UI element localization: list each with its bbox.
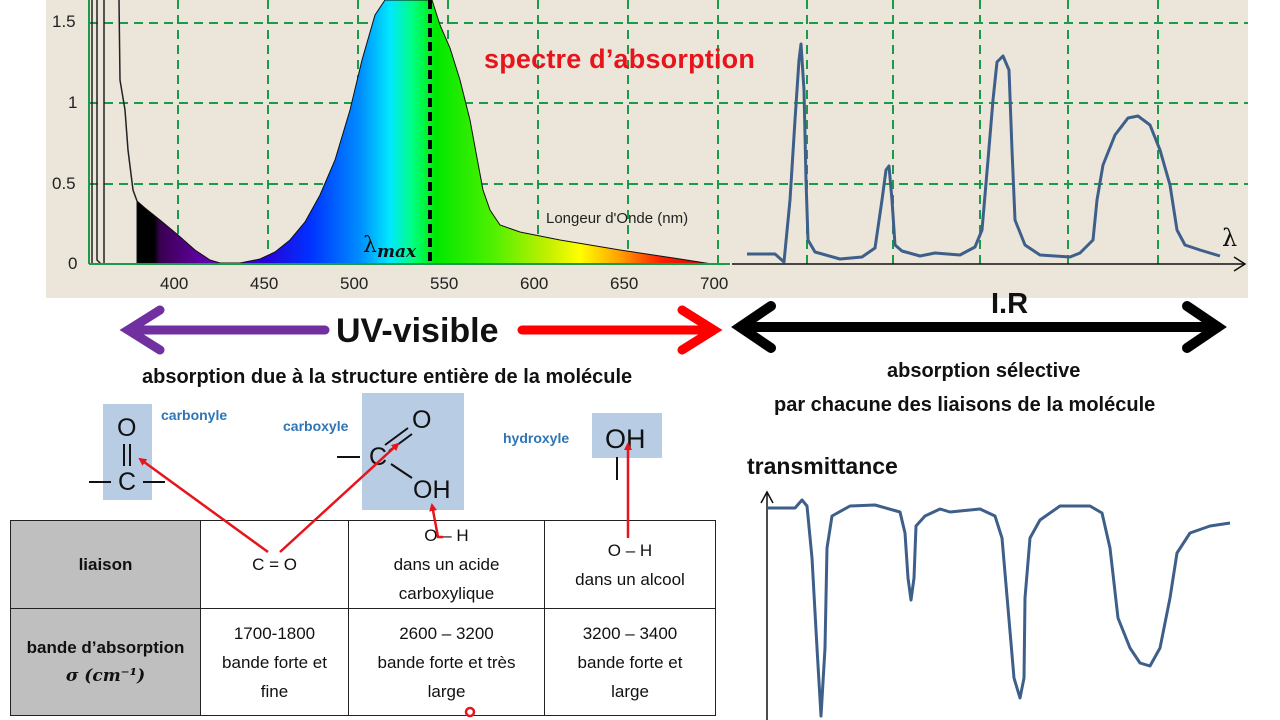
table-cell-band-oh-alcohol: 3200 – 3400 bande forte et large (544, 608, 716, 716)
uv-ir-absorption-chart (88, 0, 1248, 272)
x-tick-500: 500 (340, 274, 369, 293)
lambda-symbol: λ (363, 233, 377, 258)
carboxyle-oxygen: O (412, 406, 432, 434)
cell-text: 2600 – 3200 (399, 623, 494, 643)
cell-text: bande forte et très (377, 652, 516, 672)
row-header-band: bande d’absorption σ (cm⁻¹) (10, 608, 201, 716)
transmittance-y-axis-arrow (760, 490, 774, 504)
range-arrows (119, 301, 1227, 355)
x-axis-label: Longeur d'Onde (nm) (546, 210, 689, 227)
absorption-chart-panel (46, 0, 1248, 298)
uv-visible-label: UV-visible (336, 312, 499, 350)
cell-text: dans un alcool (575, 569, 685, 589)
grid-horizontal (89, 22, 1248, 185)
carboxyle-hydroxyl: OH (413, 476, 451, 504)
carboxyle-label: carboxyle (283, 418, 349, 434)
ir-x-axis-arrow (1233, 256, 1247, 272)
row-header-liaison: liaison (10, 520, 201, 609)
y-tick-0-5: 0.5 (52, 174, 76, 193)
carbonyle-carbon: C (118, 468, 137, 496)
ir-bond-table: liaison C = O O – H dans un acide carbox… (10, 520, 716, 716)
x-tick-550: 550 (430, 274, 459, 293)
visible-spectrum-area (136, 0, 713, 265)
cell-text: C = O (252, 555, 297, 574)
ir-absorption-curve (747, 42, 1221, 264)
row-header-text: bande d’absorption (26, 638, 185, 657)
row-header-text: liaison (78, 555, 133, 574)
table-cell-bond-co: C = O (200, 520, 349, 609)
transmittance-curve (767, 498, 1231, 718)
table-row-band: bande d’absorption σ (cm⁻¹) 1700-1800 ba… (10, 608, 716, 716)
carbonyle-label: carbonyle (161, 407, 228, 423)
cell-text: O – H (424, 526, 469, 545)
table-cell-bond-oh-alcohol: O – H dans un alcool (544, 520, 716, 609)
cell-text: carboxylique (398, 584, 495, 603)
cell-text: bande forte et (577, 652, 683, 672)
hydroxyle-label: hydroxyle (503, 430, 570, 446)
y-tick-1-5: 1.5 (52, 12, 76, 31)
cell-text: large (611, 681, 649, 701)
cell-text: bande forte et (222, 652, 327, 672)
x-tick-450: 450 (250, 274, 279, 293)
y-tick-0: 0 (68, 254, 78, 273)
hydroxyle-formula: OH (605, 424, 646, 454)
ir-lambda-label: λ (1222, 224, 1238, 252)
cell-text: dans un acide (393, 555, 500, 574)
carbonyle-oxygen: O (117, 414, 137, 442)
ir-arrow (731, 301, 1227, 353)
table-row-liaison: liaison C = O O – H dans un acide carbox… (10, 520, 716, 609)
carboxyle-bonds (337, 427, 413, 479)
lambda-max-label: λmax (363, 233, 416, 262)
transmittance-title: transmittance (747, 453, 898, 479)
cell-text: 3200 – 3400 (582, 623, 678, 643)
ir-description-line2: par chacune des liaisons de la molécule (774, 394, 1156, 416)
uv-arrow (119, 305, 330, 355)
x-tick-400: 400 (160, 274, 189, 293)
transmittance-chart (760, 490, 1231, 720)
uv-edge-curves (91, 0, 138, 265)
cell-text: 1700-1800 (233, 623, 316, 643)
ir-description-line1: absorption sélective (887, 360, 1081, 382)
carbonyle-bonds (89, 444, 165, 483)
hydroxyle-bond (616, 457, 618, 480)
chart-title: spectre d’absorption (484, 44, 756, 74)
x-tick-650: 650 (610, 274, 639, 293)
table-cell-band-co: 1700-1800 bande forte et fine (200, 608, 349, 716)
uv-visible-description: absorption due à la structure entière de… (142, 366, 633, 388)
table-cell-band-oh-acid: 2600 – 3200 bande forte et très large (348, 608, 545, 716)
x-tick-600: 600 (520, 274, 549, 293)
table-cell-bond-oh-acid: O – H dans un acide carboxylique (348, 520, 545, 609)
ir-label: I.R (991, 288, 1029, 320)
lambda-max-subscript: max (376, 242, 417, 262)
cell-text: O – H (607, 540, 653, 560)
sigma-unit: σ (cm⁻¹) (65, 666, 146, 686)
visible-arrow (517, 305, 723, 355)
x-tick-700: 700 (700, 274, 729, 293)
y-tick-1: 1 (68, 93, 78, 112)
cell-text: fine (260, 681, 289, 701)
cell-text: large (427, 681, 466, 701)
